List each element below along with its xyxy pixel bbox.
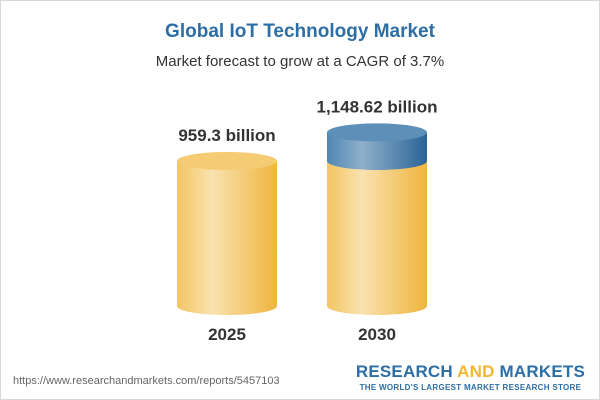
logo-tagline: THE WORLD'S LARGEST MARKET RESEARCH STOR…	[359, 383, 582, 392]
data-label: 959.3 billion	[178, 126, 275, 145]
research-and-markets-logo: RESEARCH AND MARKETS THE WORLD'S LARGEST…	[355, 362, 585, 392]
cylinder-body-2025	[177, 161, 277, 315]
chart-title: Global IoT Technology Market	[165, 21, 435, 42]
source-url[interactable]: https://www.researchandmarkets.com/repor…	[13, 375, 280, 387]
data-label: 1,148.62 billion	[317, 97, 438, 116]
cylinder-growth-2030	[327, 132, 427, 170]
category-label: 2025	[208, 325, 246, 344]
cylinder-top-2030	[327, 123, 427, 142]
category-label: 2030	[358, 325, 396, 344]
cylinder-top-2025	[177, 152, 277, 170]
cylinder-body-2030	[327, 161, 427, 315]
chart-subtitle: Market forecast to grow at a CAGR of 3.7…	[155, 53, 445, 70]
